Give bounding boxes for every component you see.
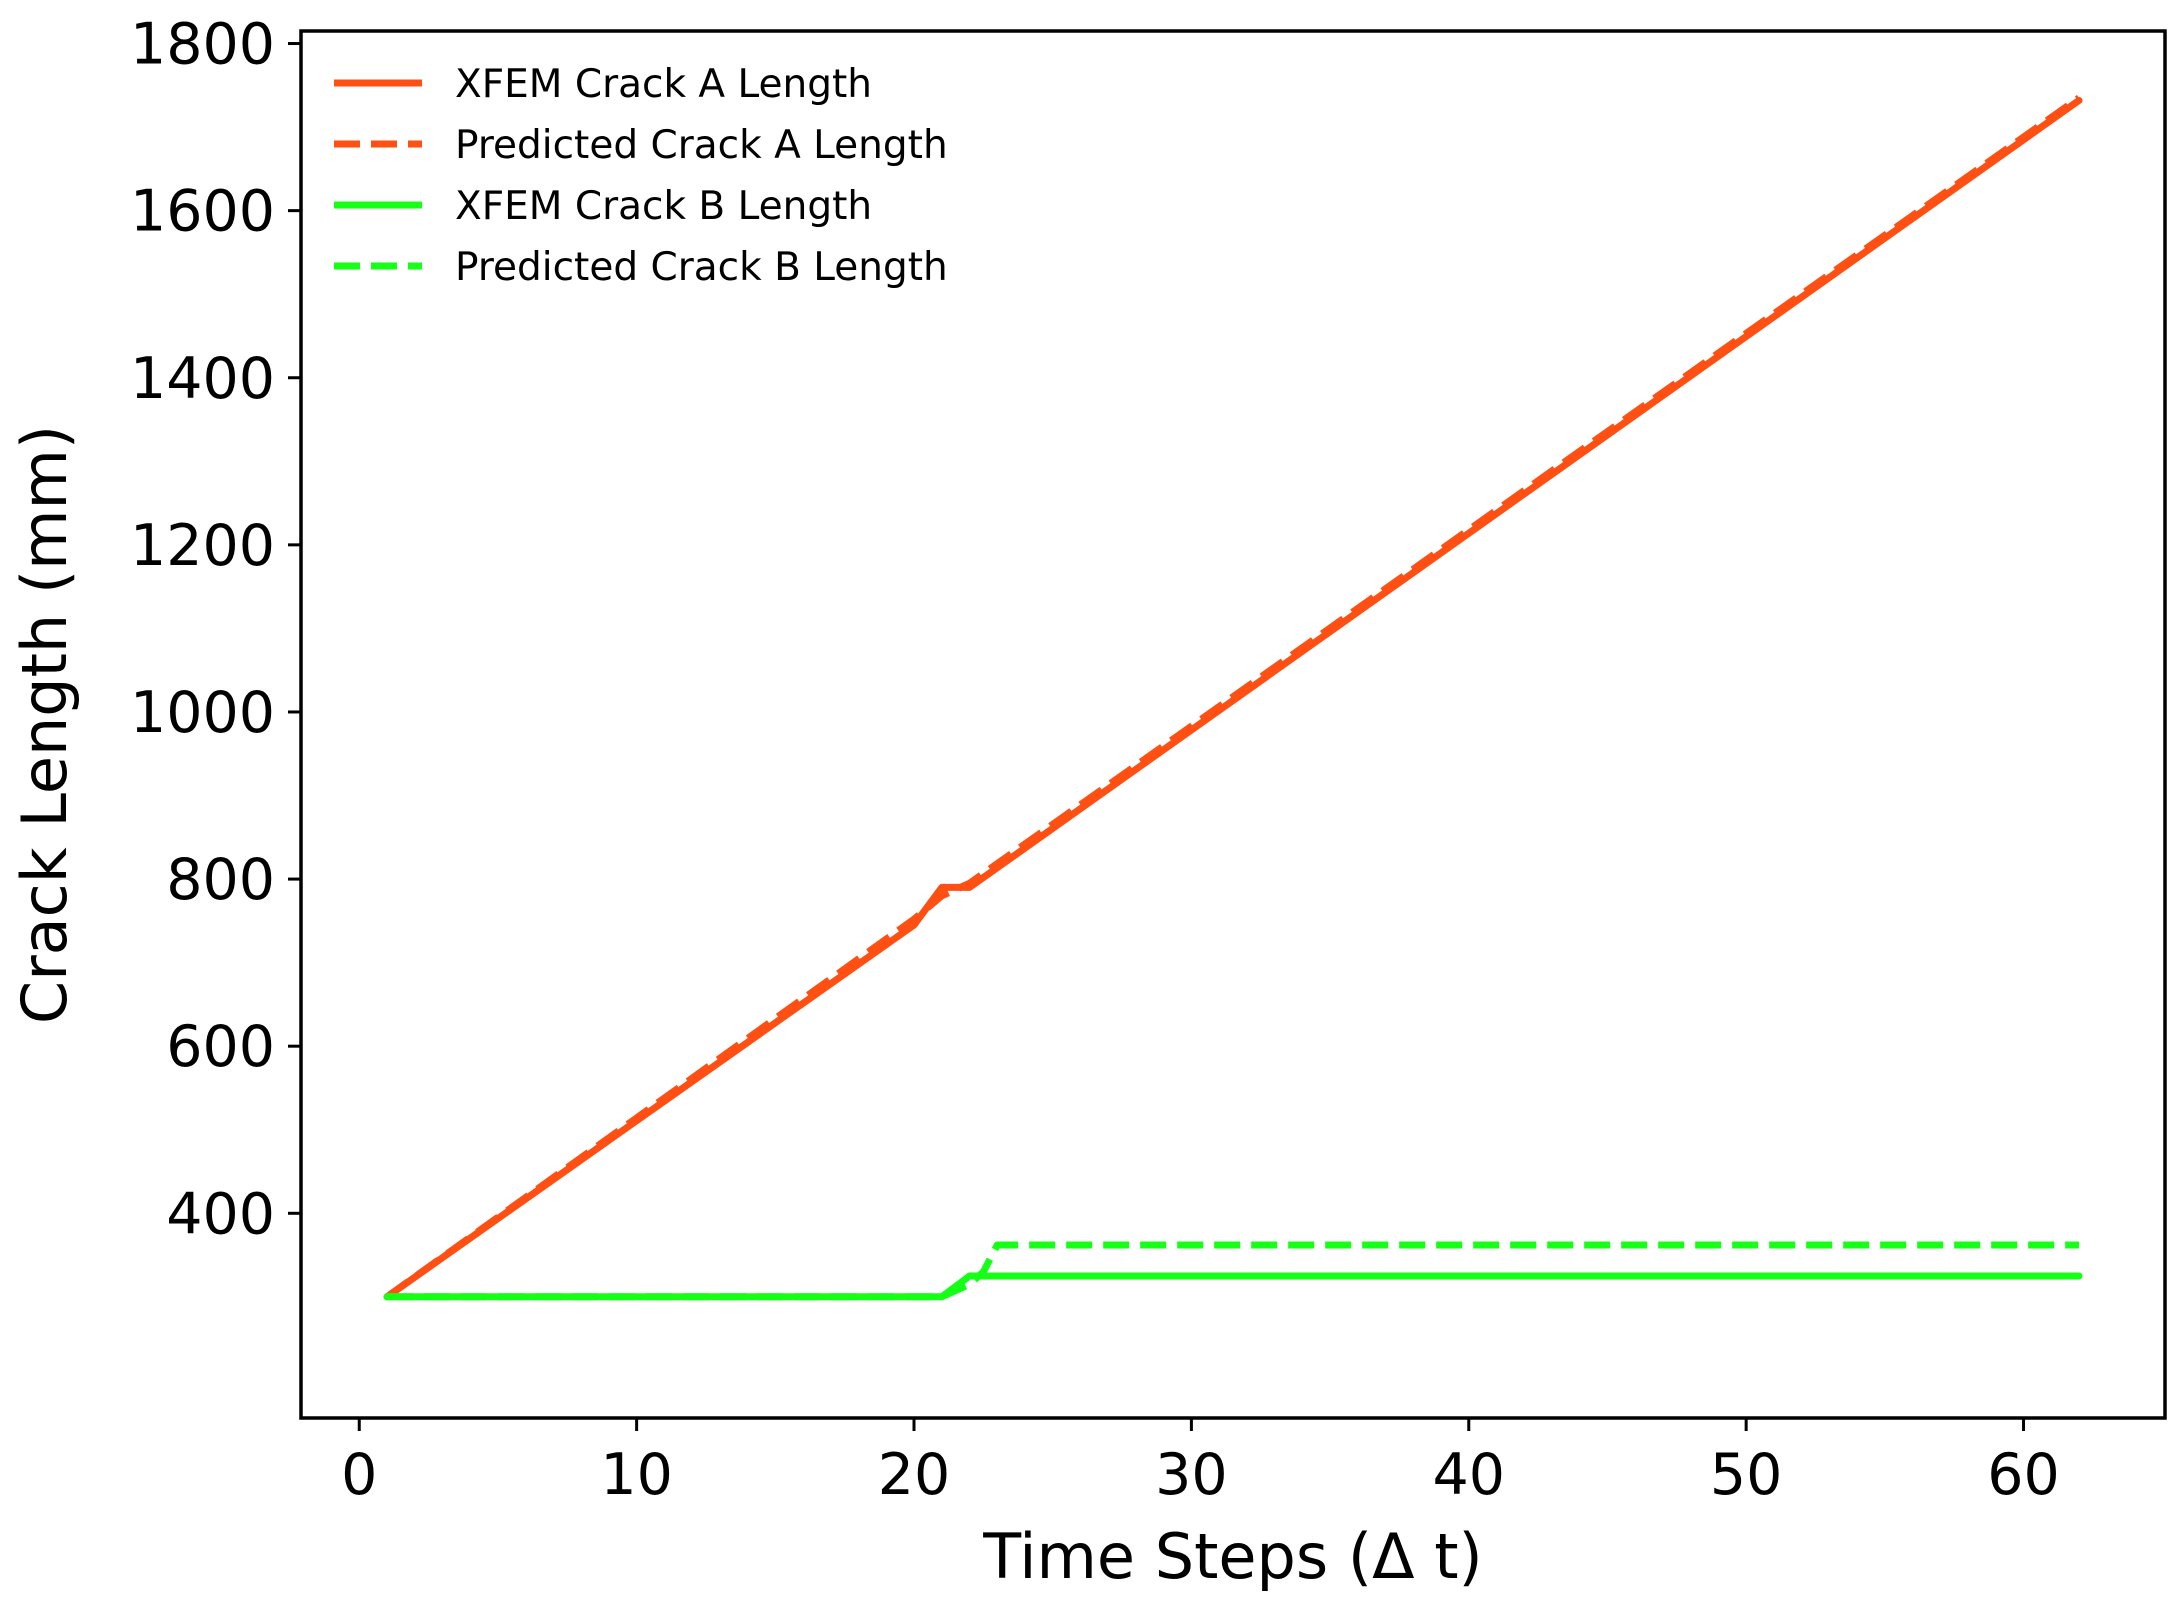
x-tick-label: 50 [1710,1442,1783,1508]
plot-frame [299,29,2167,1420]
y-axis-title: Crack Length (mm) [8,425,81,1024]
axes-layer: 0 10 20 30 40 50 60 400 600 800 1000 1200 1400 1600 18… [130,12,2167,1508]
series-line-4 [387,1241,2079,1301]
x-tick-label: 30 [1155,1442,1228,1508]
legend: XFEM Crack A Length Predicted Crack A Len… [334,62,948,290]
series-line-3 [383,1272,2083,1301]
y-tick-label: 1600 [130,179,275,245]
x-tick-label: 40 [1433,1442,1506,1508]
series-line-2 [384,94,2082,1300]
y-tick-label: 800 [166,847,275,913]
legend-label-2: Predicted Crack A Length [455,123,948,168]
x-axis-title: Time Steps (Δ t) [982,1520,1482,1593]
legend-label-1: XFEM Crack A Length [455,62,872,107]
y-tick-label: 400 [166,1181,275,1247]
y-tick-label: 1000 [130,680,275,746]
y-tick-label: 600 [166,1014,275,1080]
legend-label-4: Predicted Crack B Length [455,245,948,290]
x-tick-label: 0 [341,1442,377,1508]
y-tick-label: 1800 [130,12,275,78]
series-layer [383,94,2083,1301]
legend-label-3: XFEM Crack B Length [455,184,872,229]
x-tick-label: 60 [1987,1442,2060,1508]
x-tick-label: 20 [878,1442,951,1508]
y-tick-label: 1400 [130,346,275,412]
y-tick-label: 1200 [130,513,275,579]
x-tick-label: 10 [600,1442,673,1508]
